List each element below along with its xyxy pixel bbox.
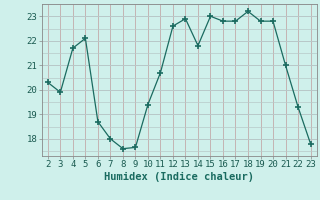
X-axis label: Humidex (Indice chaleur): Humidex (Indice chaleur) bbox=[104, 172, 254, 182]
